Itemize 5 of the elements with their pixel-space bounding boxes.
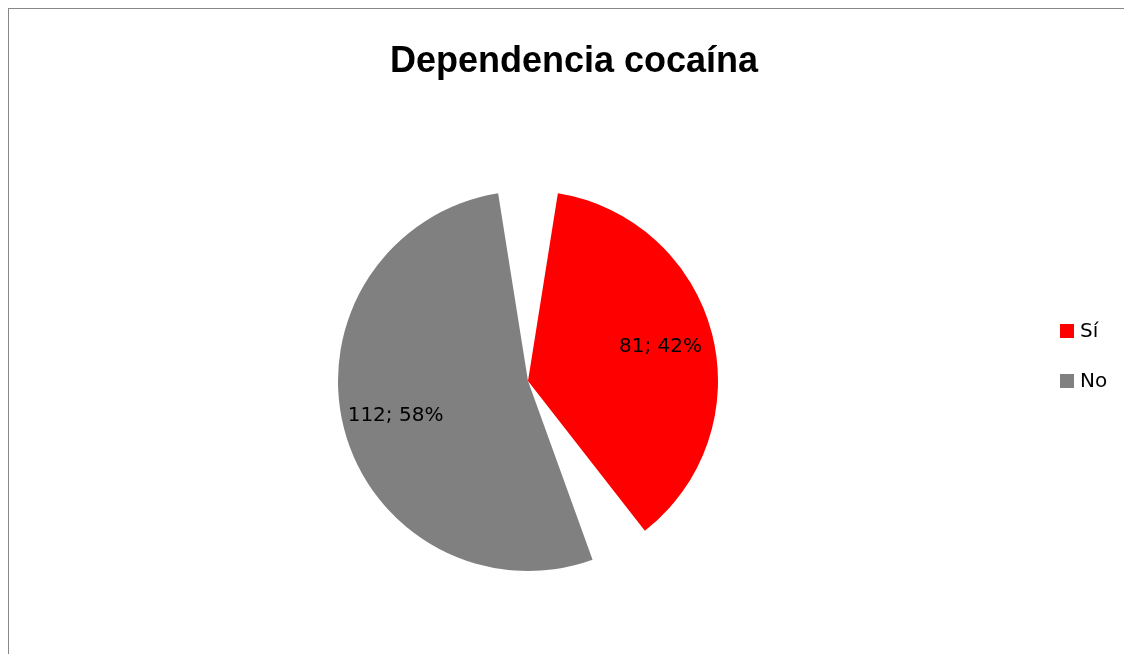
- legend-label: No: [1080, 367, 1108, 392]
- data-label: 81; 42%: [618, 333, 702, 358]
- data-label: 112; 58%: [347, 401, 444, 426]
- chart-title: Dependencia cocaína: [389, 38, 760, 80]
- legend-label: Sí: [1080, 317, 1100, 342]
